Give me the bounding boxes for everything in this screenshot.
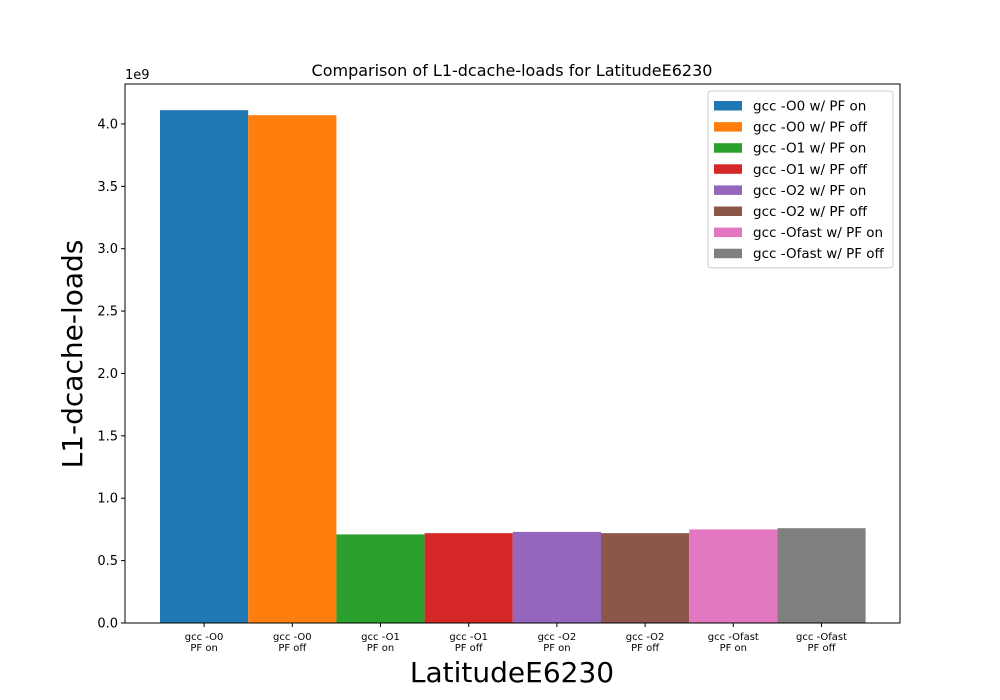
- bar-1: [160, 110, 249, 623]
- bar-3: [336, 534, 425, 623]
- legend-swatch: [714, 143, 742, 153]
- y-tick-label: 3.5: [97, 180, 118, 195]
- legend-swatch: [714, 248, 742, 259]
- legend-label: gcc -O1 w/ PF on: [753, 141, 866, 157]
- x-tick-label: gcc -O1 PF on: [361, 632, 400, 654]
- legend-label: gcc -O0 w/ PF off: [753, 120, 868, 136]
- y-tick-label: 3.0: [97, 242, 118, 257]
- y-tick-label: 0.5: [97, 554, 118, 569]
- bars-group: [160, 110, 866, 623]
- legend-box: [707, 90, 894, 269]
- y-tick-label: 1.0: [97, 492, 118, 507]
- bar-2: [248, 115, 337, 623]
- legend-swatch: [714, 227, 742, 238]
- bar-4: [424, 533, 513, 623]
- plot-frame: [124, 83, 901, 624]
- legend-label: gcc -Ofast w/ PF on: [753, 225, 883, 241]
- y-axis-label: L1-dcache-loads: [56, 240, 89, 469]
- legend-label: gcc -O1 w/ PF off: [753, 162, 868, 178]
- x-tick-label: gcc -Ofast PF off: [796, 632, 847, 654]
- x-tick-label: gcc -O2 PF on: [538, 632, 577, 654]
- x-tick-label: gcc -O2 PF off: [626, 632, 665, 654]
- legend-swatch: [714, 164, 742, 174]
- legend-swatch: [714, 122, 742, 132]
- y-tick-label: 0.0: [97, 617, 118, 632]
- y-tick-label: 1.5: [97, 429, 118, 444]
- bar-6: [601, 533, 690, 623]
- x-tick-label: gcc -Ofast PF on: [708, 632, 759, 654]
- y-tick-label: 2.0: [97, 367, 118, 382]
- x-tick-label: gcc -O1 PF off: [449, 632, 488, 654]
- legend-label: gcc -O2 w/ PF off: [753, 204, 868, 220]
- y-tick-label: 2.5: [97, 305, 118, 320]
- y-axis-ticks: 0.0 0.5 1.0 1.5 2.0 2.5 3.0 3.5 4.0: [97, 117, 125, 632]
- legend-swatch: [714, 101, 742, 111]
- x-tick-label: gcc -O0 PF off: [273, 632, 312, 654]
- legend: gcc -O0 w/ PF on gcc -O0 w/ PF off gcc -O1…: [707, 90, 894, 269]
- chart-title: Comparison of L1-dcache-loads for Latitu…: [312, 61, 713, 80]
- legend-swatch: [714, 206, 742, 216]
- x-axis-label: LatitudeE6230: [410, 656, 614, 689]
- bar-7: [689, 529, 778, 623]
- y-tick-label: 4.0: [97, 117, 118, 132]
- legend-label: gcc -Ofast w/ PF off: [753, 246, 885, 262]
- legend-label: gcc -O2 w/ PF on: [753, 183, 866, 199]
- legend-swatch: [714, 185, 742, 195]
- bar-5: [512, 531, 601, 623]
- legend-label: gcc -O0 w/ PF on: [753, 99, 866, 115]
- y-axis-offset-label: 1e9: [125, 68, 150, 83]
- x-axis-ticks: gcc -O0 PF on gcc -O0 PF off gcc -O1 PF on gcc…: [185, 623, 847, 654]
- bar-8: [777, 528, 866, 623]
- x-tick-label: gcc -O0 PF on: [185, 632, 224, 654]
